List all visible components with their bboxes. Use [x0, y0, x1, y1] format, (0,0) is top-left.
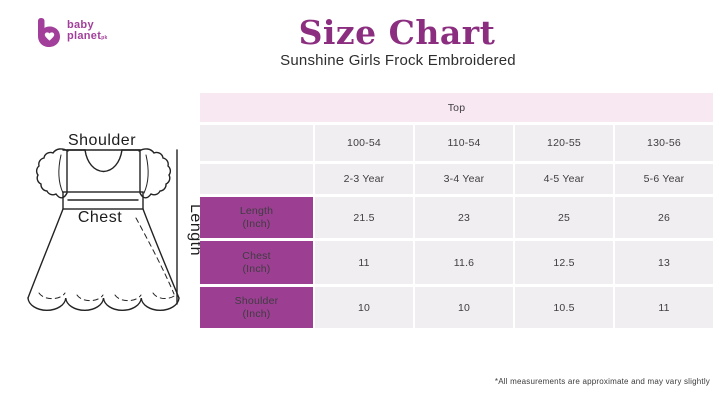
size-code-cell: 100-54 — [315, 125, 413, 161]
value-cell: 11 — [615, 287, 713, 328]
brand-logo: baby planetpk — [36, 16, 108, 48]
value-cell: 12.5 — [515, 241, 613, 284]
neckline — [84, 149, 123, 173]
size-code-cell: 130-56 — [615, 125, 713, 161]
chest-label: Chest — [78, 209, 122, 226]
value-cell: 26 — [615, 197, 713, 238]
row-label: Chest — [242, 249, 271, 262]
product-subtitle: Sunshine Girls Frock Embroidered — [280, 52, 516, 69]
value-cell: 23 — [415, 197, 513, 238]
empty-cell — [200, 164, 313, 194]
age-cell: 4-5 Year — [515, 164, 613, 194]
brand-suffix: pk — [101, 35, 108, 41]
row-header-shoulder: Shoulder (Inch) — [200, 287, 313, 328]
table-row-group-header: Top — [200, 93, 713, 122]
empty-cell — [200, 125, 313, 161]
page-title: Size Chart — [298, 13, 496, 52]
table-row-size-codes: 100-54 110-54 120-55 130-56 — [200, 125, 713, 161]
row-unit: (Inch) — [242, 262, 271, 275]
size-table: Top 100-54 110-54 120-55 130-56 2-3 Year… — [198, 90, 715, 331]
row-label: Shoulder — [234, 294, 279, 307]
table-row-shoulder: Shoulder (Inch) 10 10 10.5 11 — [200, 287, 713, 328]
brand-wordmark: baby planetpk — [67, 20, 108, 44]
row-header-chest: Chest (Inch) — [200, 241, 313, 284]
value-cell: 10 — [415, 287, 513, 328]
baby-planet-b-heart-icon — [38, 18, 60, 47]
skirt-right-edge — [142, 208, 180, 299]
brand-word-planet: planetpk — [67, 30, 108, 42]
age-cell: 3-4 Year — [415, 164, 513, 194]
table-row-length: Length (Inch) 21.5 23 25 26 — [200, 197, 713, 238]
scalloped-hem — [27, 297, 180, 312]
value-cell: 10 — [315, 287, 413, 328]
value-cell: 13 — [615, 241, 713, 284]
table-row-chest: Chest (Inch) 11 11.6 12.5 13 — [200, 241, 713, 284]
shoulder-label: Shoulder — [68, 132, 136, 149]
row-header-length: Length (Inch) — [200, 197, 313, 238]
frock-illustration: Shoulder Chest Length — [27, 132, 204, 312]
waistband — [62, 191, 144, 210]
brand-word-baby: baby — [67, 19, 94, 31]
left-sleeve — [35, 148, 69, 199]
value-cell: 25 — [515, 197, 613, 238]
size-code-cell: 120-55 — [515, 125, 613, 161]
table-row-age-labels: 2-3 Year 3-4 Year 4-5 Year 5-6 Year — [200, 164, 713, 194]
age-cell: 2-3 Year — [315, 164, 413, 194]
row-label: Length — [239, 204, 274, 217]
group-header-top: Top — [200, 93, 713, 122]
value-cell: 10.5 — [515, 287, 613, 328]
length-label: Length — [187, 204, 204, 256]
row-unit: (Inch) — [242, 307, 271, 320]
row-unit: (Inch) — [242, 217, 271, 230]
disclaimer-footnote: *All measurements are approximate and ma… — [494, 377, 710, 386]
skirt-left-edge — [27, 208, 64, 299]
age-cell: 5-6 Year — [615, 164, 713, 194]
right-sleeve — [138, 148, 172, 199]
value-cell: 11.6 — [415, 241, 513, 284]
value-cell: 21.5 — [315, 197, 413, 238]
size-code-cell: 110-54 — [415, 125, 513, 161]
value-cell: 11 — [315, 241, 413, 284]
